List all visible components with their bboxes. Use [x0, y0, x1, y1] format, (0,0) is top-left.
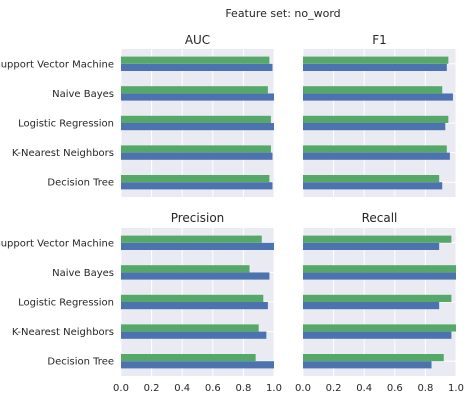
y-tick-label: Naive Bayes	[52, 268, 114, 279]
y-tick-label: Support Vector Machine	[0, 238, 114, 249]
bar-blue	[121, 63, 273, 71]
bar-blue	[303, 272, 456, 280]
bar-green	[121, 324, 259, 332]
bar-green	[303, 145, 447, 153]
panel-title: AUC	[185, 33, 210, 47]
bar-blue	[303, 331, 452, 339]
bar-blue	[303, 182, 443, 190]
chart-suptitle: Feature set: no_word	[225, 7, 340, 20]
x-tick-label: 1.0	[448, 383, 464, 394]
bar-blue	[303, 361, 432, 369]
bar-green	[303, 265, 456, 273]
y-tick-label: Naive Bayes	[52, 89, 114, 100]
bar-green	[303, 324, 456, 332]
bar-green	[303, 354, 444, 362]
bar-green	[121, 56, 270, 64]
bar-green	[121, 86, 268, 94]
bar-green	[121, 294, 264, 302]
bar-green	[121, 354, 256, 362]
x-tick-label: 0.8	[417, 383, 433, 394]
y-tick-label: K-Nearest Neighbors	[12, 327, 114, 338]
y-tick-label: Support Vector Machine	[0, 59, 114, 70]
panel-title: Precision	[171, 211, 225, 225]
bar-green	[303, 86, 443, 94]
bar-blue	[121, 152, 273, 160]
panel-title: Recall	[362, 211, 398, 225]
chart-panel-3: Recall 0.0 0.2 0.4 0.6 0.8 1.0	[295, 211, 464, 394]
bar-green	[303, 235, 452, 243]
x-tick-label: 0.4	[356, 383, 372, 394]
x-tick-label: 0.0	[113, 383, 129, 394]
bar-blue	[303, 123, 446, 131]
bar-green	[303, 294, 452, 302]
x-tick-label: 0.4	[174, 383, 190, 394]
bar-blue	[121, 361, 274, 369]
bar-blue	[303, 242, 440, 250]
bar-blue	[303, 302, 440, 310]
x-tick-label: 0.8	[235, 383, 251, 394]
bar-blue	[303, 93, 453, 101]
x-tick-label: 0.6	[205, 383, 221, 394]
bar-green	[121, 265, 250, 273]
chart-panel-2: Support Vector Machine Naive Bayes Logisti…	[0, 211, 282, 394]
bar-blue	[121, 272, 270, 280]
bar-blue	[121, 242, 274, 250]
bar-green	[121, 175, 270, 183]
y-tick-label: Decision Tree	[47, 357, 114, 368]
y-tick-label: Logistic Regression	[18, 298, 114, 309]
bar-blue	[121, 302, 268, 310]
bar-green	[121, 115, 271, 123]
bar-green	[303, 115, 449, 123]
chart-panel-1: F1	[302, 33, 457, 197]
bar-green	[303, 56, 449, 64]
bar-blue	[121, 93, 274, 101]
chart-panel-0: Support Vector Machine Naive Bayes Logisti…	[0, 33, 275, 197]
x-tick-label: 1.0	[266, 383, 282, 394]
bar-blue	[121, 182, 273, 190]
panel-title: F1	[372, 33, 387, 47]
bar-green	[121, 145, 271, 153]
y-tick-label: Decision Tree	[47, 178, 114, 189]
x-tick-label: 0.2	[326, 383, 342, 394]
y-tick-label: Logistic Regression	[18, 119, 114, 130]
x-tick-label: 0.0	[295, 383, 311, 394]
bar-green	[121, 235, 262, 243]
y-tick-label: K-Nearest Neighbors	[12, 148, 114, 159]
bar-blue	[303, 63, 447, 71]
bar-blue	[121, 331, 267, 339]
x-tick-label: 0.2	[144, 383, 160, 394]
bar-blue	[303, 152, 450, 160]
bar-green	[303, 175, 440, 183]
bar-blue	[121, 123, 274, 131]
x-tick-label: 0.6	[387, 383, 403, 394]
